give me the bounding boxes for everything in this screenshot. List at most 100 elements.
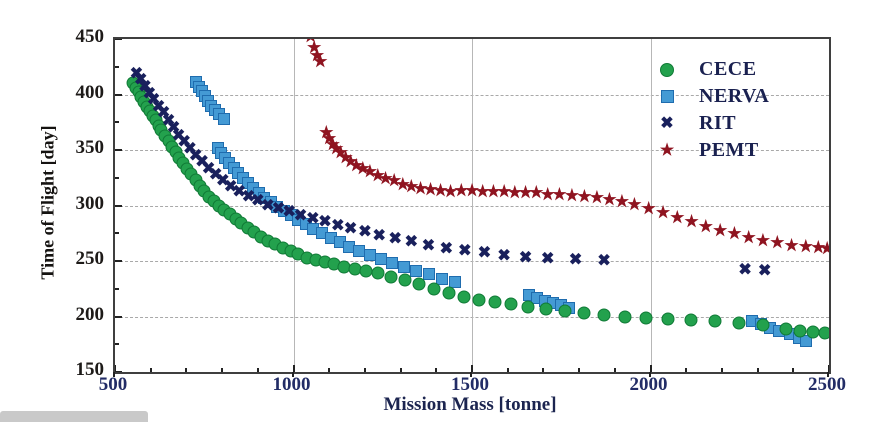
nerva-point: [386, 257, 399, 270]
rit-point: ✖: [421, 236, 436, 254]
x-minor-tick: [756, 368, 759, 372]
x-major-tick: [471, 365, 473, 372]
cece-point: [597, 308, 611, 322]
x-major-tick: [828, 365, 829, 372]
rit-point: ✖: [458, 242, 472, 260]
rit-point: ✖: [134, 71, 148, 89]
legend-marker-cell: ★: [645, 141, 689, 159]
y-major-tick: [115, 315, 122, 318]
x-minor-tick: [256, 368, 259, 372]
cece-legend-marker-icon: [660, 62, 674, 77]
cece-point: [539, 302, 553, 316]
legend-label: RIT: [699, 112, 737, 134]
rit-point: ✖: [177, 133, 191, 151]
rit-point: ✖: [372, 226, 386, 244]
pemt-point: ★: [811, 239, 826, 257]
legend-item-pemt: ★ PEMT: [645, 137, 769, 164]
pemt-point: ★: [564, 186, 580, 204]
rit-point: ✖: [597, 252, 611, 270]
rit-point: ✖: [241, 188, 256, 206]
rit-point: ✖: [758, 262, 772, 280]
pemt-point: ★: [387, 172, 402, 190]
x-tick-label: 2500: [808, 374, 846, 395]
pemt-point: ★: [355, 160, 370, 178]
pemt-point: ★: [727, 225, 742, 243]
cece-point: [488, 295, 502, 309]
rit-point: ✖: [129, 64, 144, 82]
cece-point: [684, 313, 698, 327]
x-minor-tick: [328, 368, 331, 372]
nerva-point: [448, 276, 461, 289]
x-minor-tick: [542, 368, 545, 372]
rit-point: ✖: [518, 249, 533, 267]
cece-point: [521, 300, 535, 313]
y-tick-label: 450: [75, 26, 105, 47]
x-minor-tick: [185, 368, 188, 372]
pemt-point: ★: [443, 183, 458, 201]
cece-point: [818, 326, 829, 340]
pemt-point: ★: [602, 191, 617, 209]
rit-point: ✖: [183, 140, 197, 158]
rit-point: ✖: [497, 246, 511, 264]
cece-point: [793, 324, 807, 338]
pemt-point: ★: [684, 213, 699, 231]
pemt-point: ★: [614, 193, 630, 211]
legend-label: PEMT: [699, 139, 759, 161]
cece-point: [661, 312, 675, 326]
x-minor-tick: [720, 368, 723, 372]
pemt-point: ★: [329, 140, 344, 158]
y-tick-label: 350: [75, 137, 105, 158]
x-major-tick-outer: [827, 372, 829, 377]
rit-point: ✖: [261, 196, 275, 214]
x-minor-tick: [578, 368, 581, 372]
watermark-box: [0, 411, 148, 422]
legend: CECE NERVA ✖ RIT ★ PEMT: [645, 56, 769, 164]
rit-point: ✖: [138, 78, 152, 96]
pemt-point: ★: [404, 178, 419, 196]
rit-point: ✖: [388, 230, 402, 248]
rit-point: ✖: [161, 112, 176, 130]
y-minor-tick: [115, 287, 119, 290]
cece-point: [732, 316, 746, 330]
pemt-point: ★: [307, 39, 322, 57]
pemt-point: ★: [755, 232, 771, 250]
y-tick-label: 400: [75, 81, 105, 103]
x-major-tick-outer: [648, 372, 651, 377]
rit-point: ✖: [477, 244, 492, 262]
cece-point: [427, 282, 441, 296]
v-gridline: [293, 39, 295, 372]
cece-point: [756, 318, 770, 332]
pemt-point: ★: [303, 39, 317, 45]
x-minor-tick: [399, 368, 402, 372]
nerva-point: [374, 252, 387, 265]
cece-point: [398, 273, 412, 287]
y-tick-label: 250: [75, 248, 105, 269]
rit-point: ✖: [188, 147, 203, 165]
rit-point: ✖: [151, 98, 166, 116]
x-minor-tick: [149, 368, 152, 372]
pemt-point: ★: [343, 153, 358, 171]
rit-point: ✖: [201, 160, 216, 178]
pemt-point: ★: [770, 234, 785, 252]
x-minor-tick: [363, 368, 366, 372]
rit-point: ✖: [195, 153, 209, 171]
legend-label: NERVA: [699, 85, 770, 107]
y-major-tick: [115, 93, 122, 96]
rit-point: ✖: [738, 261, 752, 279]
nerva-point: [398, 260, 411, 273]
x-tick-label: 1500: [451, 374, 489, 395]
pemt-point: ★: [540, 185, 555, 203]
x-major-tick-outer: [291, 372, 294, 377]
rit-point: ✖: [439, 240, 453, 258]
v-gridline: [650, 39, 652, 372]
pemt-legend-marker-icon: ★: [659, 141, 675, 159]
pemt-point: ★: [325, 135, 340, 153]
y-major-tick: [115, 39, 122, 40]
pemt-point: ★: [413, 180, 428, 198]
pemt-point: ★: [338, 149, 353, 167]
pemt-point: ★: [577, 188, 592, 206]
rit-point: ✖: [223, 178, 238, 196]
rit-point: ✖: [540, 250, 555, 268]
y-major-tick: [115, 204, 122, 207]
rit-point: ✖: [568, 251, 583, 269]
